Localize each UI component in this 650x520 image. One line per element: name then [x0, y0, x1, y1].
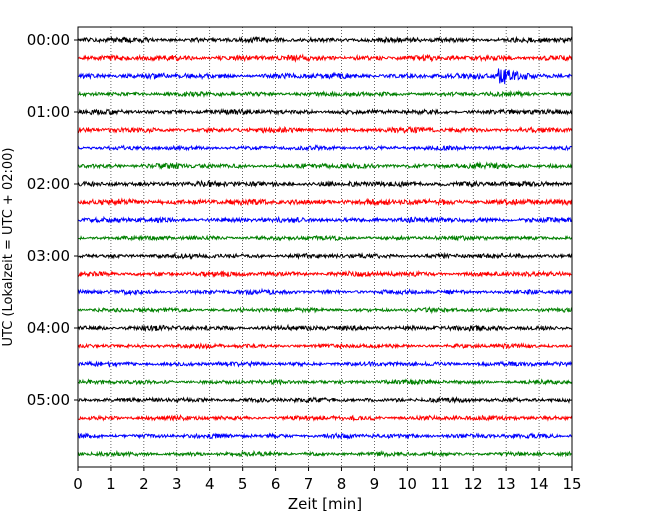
x-tick-label: 8	[337, 475, 347, 493]
trace-0515	[77, 414, 573, 422]
y-axis-label: UTC (Lokalzeit = UTC + 02:00)	[1, 148, 16, 347]
x-tick-label: 5	[238, 475, 248, 493]
y-tick-label: 01:00	[27, 103, 70, 121]
x-tick-label: 2	[139, 475, 149, 493]
x-tick-label: 4	[205, 475, 215, 493]
x-tick-label: 0	[73, 475, 83, 493]
trace-0330	[77, 287, 573, 297]
x-axis-label: Zeit [min]	[288, 495, 362, 513]
y-tick-label: 00:00	[27, 31, 70, 49]
y-tick-label: 03:00	[27, 247, 70, 265]
trace-0445	[77, 378, 573, 386]
trace-0300	[77, 251, 573, 260]
trace-0145	[77, 161, 573, 171]
trace-0530	[77, 432, 573, 441]
x-tick-label: 3	[172, 475, 182, 493]
x-tick-label: 11	[431, 475, 450, 493]
x-tick-label: 14	[530, 475, 549, 493]
trace-0500	[77, 395, 573, 405]
x-axis-ticks: 0 1 2 3 4 5 6 7 8 9 10 11 12 13 14 15	[73, 467, 582, 493]
trace-0545	[77, 449, 573, 458]
trace-0200	[77, 179, 573, 189]
trace-0345	[77, 306, 573, 315]
trace-0015	[77, 53, 573, 63]
x-tick-label: 10	[398, 475, 417, 493]
trace-0245	[77, 234, 573, 242]
trace-0230	[77, 215, 573, 224]
trace-0215	[77, 197, 573, 207]
x-gridlines	[110, 27, 540, 467]
trace-0430	[77, 360, 573, 368]
y-tick-label: 02:00	[27, 175, 70, 193]
trace-0400	[77, 323, 573, 332]
trace-0000	[77, 35, 573, 45]
x-tick-label: 12	[464, 475, 483, 493]
trace-0100	[77, 108, 573, 116]
x-tick-label: 1	[106, 475, 116, 493]
plot-frame	[77, 26, 573, 468]
trace-0115	[77, 125, 573, 135]
trace-0315	[77, 269, 573, 279]
x-tick-label: 9	[370, 475, 380, 493]
x-tick-label: 7	[304, 475, 314, 493]
trace-0130	[77, 144, 573, 152]
y-axis-ticks: 00:00 01:00 02:00 03:00 04:00 05:00	[27, 31, 78, 409]
y-tick-label: 05:00	[27, 391, 70, 409]
y-tick-label: 04:00	[27, 319, 70, 337]
trace-0415	[77, 342, 573, 351]
trace-0030	[77, 68, 573, 85]
trace-0045	[77, 89, 573, 99]
x-tick-label: 13	[497, 475, 516, 493]
x-tick-label: 15	[562, 475, 581, 493]
seismic-traces	[77, 35, 573, 458]
x-tick-label: 6	[271, 475, 281, 493]
